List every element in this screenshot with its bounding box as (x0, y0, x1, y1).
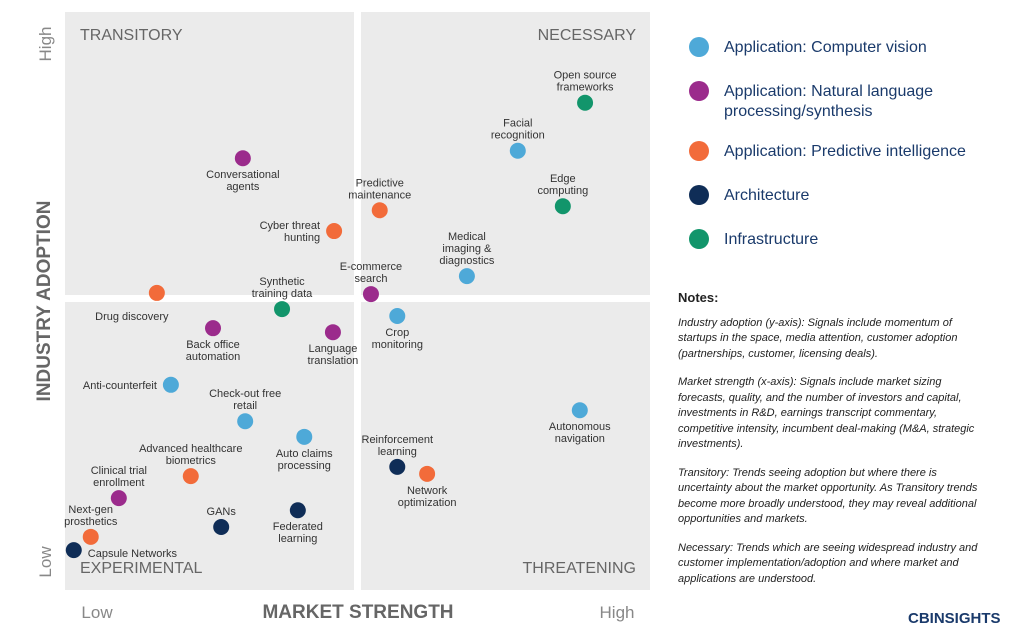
note-paragraph: Market strength (x-axis): Signals includ… (678, 376, 975, 450)
logo: CBINSIGHTS (908, 610, 1001, 627)
legend-marker (689, 229, 709, 249)
data-point (289, 502, 306, 519)
data-point (296, 428, 313, 445)
point-label: Language translation (308, 343, 359, 367)
quadrant-label: NECESSARY (538, 27, 637, 44)
point-label: Synthetic training data (252, 276, 313, 300)
note-paragraph: Necessary: Trends which are seeing wides… (678, 541, 978, 585)
point-label: Advanced healthcare biometrics (139, 443, 242, 467)
data-point (554, 198, 571, 215)
legend-marker (689, 81, 709, 101)
point-label: Autonomous navigation (549, 421, 611, 445)
quadrant-bg (361, 12, 650, 295)
x-axis-label: MARKET STRENGTH (262, 602, 453, 623)
point-label: Open source frameworks (554, 70, 617, 94)
data-point (205, 320, 222, 337)
point-label: Conversational agents (206, 169, 279, 193)
data-point (162, 376, 179, 393)
legend-label: Application: Natural language processing/… (724, 83, 933, 120)
quadrant-label: TRANSITORY (80, 27, 183, 44)
y-tick-label: High (36, 27, 55, 62)
data-point (324, 324, 341, 341)
note-paragraph: Industry adoption (y-axis): Signals incl… (678, 316, 958, 360)
notes: Notes: Industry adoption (y-axis): Signal… (678, 290, 978, 600)
legend-marker (689, 37, 709, 57)
data-point (182, 468, 199, 485)
point-label: Network optimization (398, 485, 457, 509)
notes-title: Notes: (678, 290, 719, 305)
data-point (571, 402, 588, 419)
data-point (577, 94, 594, 111)
legend-label: Architecture (724, 187, 809, 204)
quadrant-bg (361, 302, 650, 590)
data-point (419, 465, 436, 482)
quadrant-bg (65, 12, 354, 295)
data-point (237, 413, 254, 430)
data-point (389, 308, 406, 325)
point-label: E-commerce search (340, 261, 402, 285)
x-tick-label: Low (81, 603, 113, 622)
point-label: Edge computing (537, 173, 588, 197)
point-label: Back office automation (186, 339, 240, 363)
point-label: Crop monitoring (372, 327, 423, 351)
data-point (458, 268, 475, 285)
point-label: Drug discovery (95, 311, 169, 323)
legend-marker (689, 185, 709, 205)
data-point (234, 150, 251, 167)
data-point (371, 202, 388, 219)
data-point (110, 490, 127, 507)
point-label: Check-out free retail (209, 388, 281, 412)
data-point (389, 458, 406, 475)
point-label: Facial recognition (491, 118, 545, 142)
data-point (65, 542, 82, 559)
point-label: Capsule Networks (88, 548, 178, 560)
data-point (274, 301, 291, 318)
quadrant-label: THREATENING (523, 560, 636, 577)
data-point (362, 286, 379, 303)
point-label: Predictive maintenance (348, 177, 411, 201)
data-point (82, 528, 99, 545)
legend-label: Application: Computer vision (724, 39, 927, 56)
point-label: GANs (207, 506, 237, 518)
legend-label: Infrastructure (724, 231, 818, 248)
data-point (213, 518, 230, 535)
legend-label: Application: Predictive intelligence (724, 143, 966, 160)
legend-marker (689, 141, 709, 161)
point-label: Reinforcement learning (362, 434, 434, 458)
point-label: Auto claims processing (276, 448, 333, 472)
point-label: Anti-counterfeit (83, 380, 157, 392)
point-label: Cyber threat hunting (260, 220, 321, 244)
data-point (148, 284, 165, 301)
y-tick-label: Low (36, 546, 55, 578)
quadrant-label: EXPERIMENTAL (80, 560, 203, 577)
point-label: Medical imaging & diagnostics (439, 231, 495, 267)
point-label: Clinical trial enrollment (91, 465, 147, 489)
data-point (509, 142, 526, 159)
note-paragraph: Transitory: Trends seeing adoption but w… (678, 466, 978, 526)
y-axis-label: INDUSTRY ADOPTION (34, 201, 55, 402)
point-label: Federated learning (273, 521, 323, 545)
x-tick-label: High (600, 603, 635, 622)
data-point (326, 223, 343, 240)
point-label: Next-gen prosthetics (64, 504, 118, 528)
quadrant-bg (65, 302, 354, 590)
